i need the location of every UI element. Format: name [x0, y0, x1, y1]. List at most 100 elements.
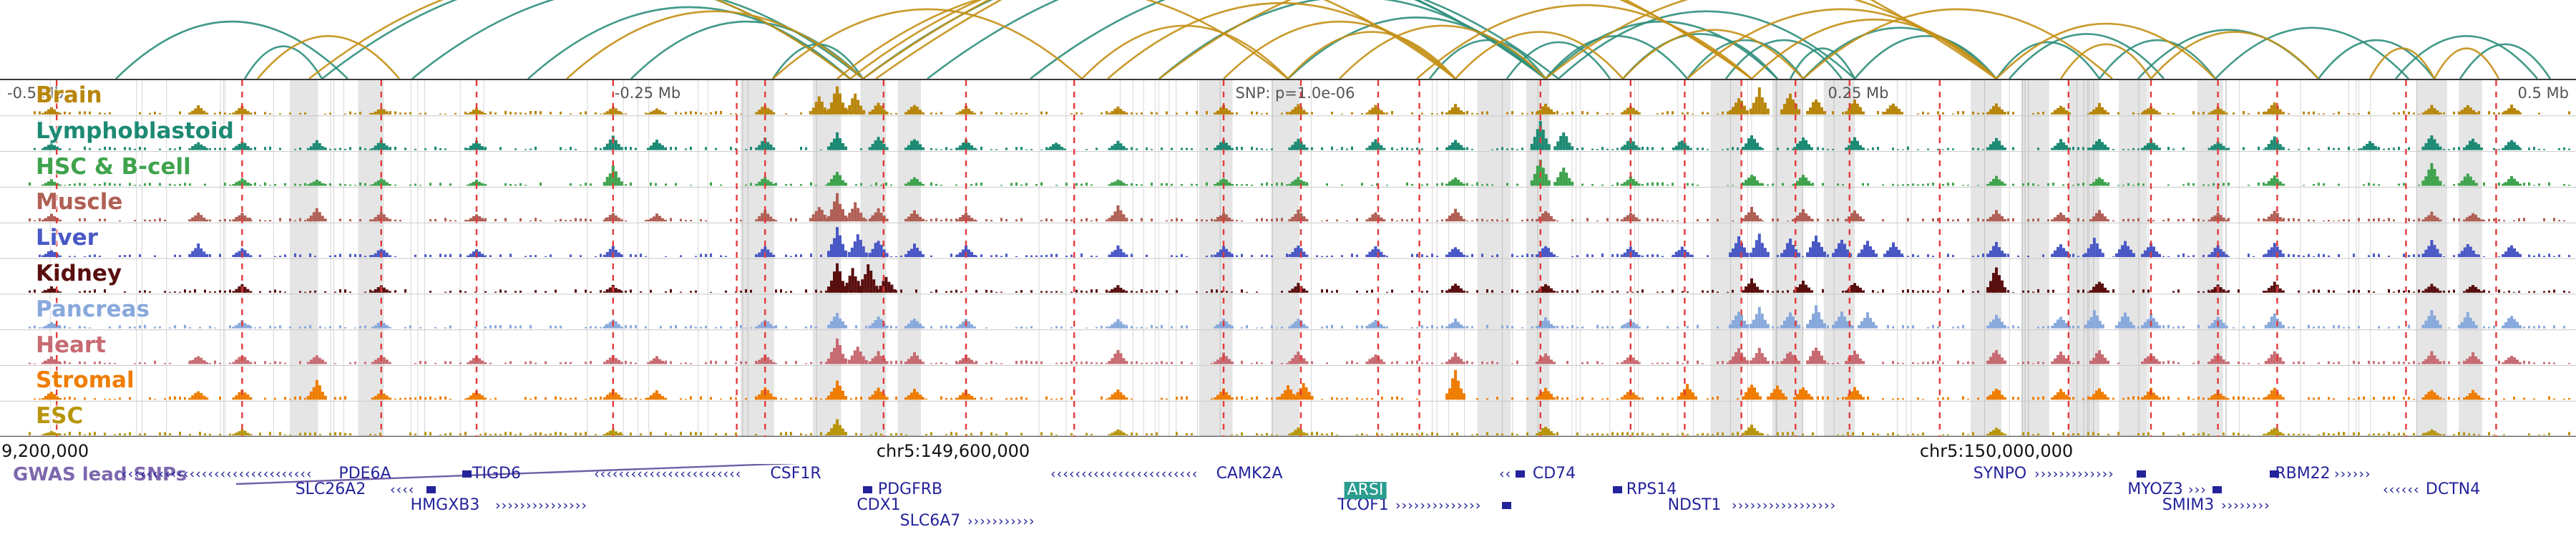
signal-track-brain[interactable] — [34, 86, 2570, 115]
interaction-arc[interactable] — [2368, 47, 2436, 79]
interaction-arc[interactable] — [1158, 0, 1546, 79]
gene-label-dctn4[interactable]: DCTN4 — [2425, 480, 2481, 498]
signal-tracks-panel[interactable]: -0.5 Mb -0.25 Mb SNP: p=1.0e-06 0.25 Mb … — [0, 79, 2576, 437]
interaction-arc[interactable] — [1081, 24, 1289, 79]
track-label-lymphoblastoid[interactable]: Lymphoblastoid — [36, 117, 234, 144]
interaction-arc[interactable] — [1789, 47, 1856, 79]
interaction-arc[interactable] — [1287, 31, 1456, 79]
gene-exon-box — [462, 470, 472, 478]
track-label-stromal[interactable]: Stromal — [36, 367, 135, 394]
interaction-arc[interactable] — [2459, 43, 2552, 79]
track-label-liver[interactable]: Liver — [36, 225, 98, 251]
gene-label-tigd6[interactable]: TIGD6 — [472, 465, 521, 483]
interaction-arc[interactable] — [2394, 35, 2539, 79]
track-label-esc[interactable]: ESC — [36, 403, 84, 430]
gene-label-ndst1[interactable]: NDST1 — [1667, 496, 1722, 514]
interaction-arc[interactable] — [527, 6, 851, 79]
interaction-arc[interactable] — [1223, 21, 1456, 79]
gene-strand-arrows: ››› — [2188, 483, 2207, 497]
interaction-arc[interactable] — [2317, 39, 2436, 79]
gene-label-rbm22[interactable]: RBM22 — [2275, 465, 2331, 483]
interaction-arc[interactable] — [772, 8, 1083, 79]
interaction-arc[interactable] — [566, 10, 864, 79]
gene-label-smim3[interactable]: SMIM3 — [2162, 496, 2215, 514]
gene-label-cdx1[interactable]: CDX1 — [857, 496, 901, 514]
interaction-arc[interactable] — [1558, 10, 1855, 79]
interaction-arc[interactable] — [862, 0, 1752, 79]
interaction-arc[interactable] — [256, 35, 401, 79]
gene-label-csf1r[interactable]: CSF1R — [770, 465, 821, 483]
gene-exon-box — [1516, 470, 1525, 478]
gene-label-pdgfrb[interactable]: PDGFRB — [877, 480, 943, 498]
signal-track-lymphoblastoid[interactable] — [34, 120, 2570, 150]
gene-annotation-track[interactable]: GWAS lead SNPs ‹‹‹‹‹‹‹‹‹‹‹‹‹‹‹‹‹‹‹‹‹‹‹‹‹… — [0, 464, 2576, 537]
gene-label-synpo[interactable]: SYNPO — [1973, 465, 2027, 483]
gene-exon-box — [1502, 502, 1511, 509]
interaction-arc[interactable] — [1107, 2, 1456, 79]
interaction-arc[interactable] — [1686, 39, 1805, 79]
gene-label-myoz3[interactable]: MYOZ3 — [2127, 480, 2183, 498]
interaction-arc[interactable] — [2009, 33, 2165, 79]
interaction-arc[interactable] — [1506, 41, 1611, 79]
signal-track-pancreas[interactable] — [29, 305, 2565, 329]
gene-strand-arrows: ‹‹‹‹‹‹‹‹‹‹‹‹‹‹‹‹‹‹‹‹‹‹‹‹ — [594, 468, 742, 481]
interaction-arc[interactable] — [1995, 41, 2101, 79]
gene-label-tcof1[interactable]: TCOF1 — [1337, 496, 1389, 514]
signal-track-stromal[interactable] — [34, 369, 2570, 400]
interaction-arc[interactable] — [2150, 31, 2319, 79]
signal-track-liver[interactable] — [39, 227, 2570, 257]
coordinate-ruler: 9,200,000 chr5:149,600,000 chr5:150,000,… — [0, 437, 2576, 464]
interaction-arc[interactable] — [1455, 31, 1624, 79]
interaction-arc[interactable] — [1724, 39, 1843, 79]
interaction-arc[interactable] — [771, 43, 864, 79]
gene-exon-box — [2270, 470, 2279, 478]
coordinate-left: 9,200,000 — [1, 441, 89, 461]
signal-track-heart[interactable] — [29, 338, 2570, 364]
interaction-arc[interactable] — [115, 21, 348, 79]
interaction-arc[interactable] — [1802, 8, 2113, 79]
gene-strand-arrows: ››››››››››››› — [2034, 468, 2114, 481]
interaction-arc[interactable] — [308, 0, 851, 79]
gene-strand-arrows: ‹‹‹‹‹‹ — [2383, 483, 2420, 497]
gene-strand-arrows: ‹‹‹‹‹‹‹‹‹‹‹‹‹‹‹‹‹‹‹‹‹‹‹‹‹‹‹‹‹‹‹ — [122, 468, 313, 481]
interaction-arc[interactable] — [1339, 24, 1546, 79]
gene-label-slc6a7[interactable]: SLC6A7 — [899, 512, 961, 530]
interaction-arc[interactable] — [1428, 39, 1547, 79]
gene-label-camk2a[interactable]: CAMK2A — [1216, 465, 1283, 483]
track-label-pancreas[interactable]: Pancreas — [36, 296, 150, 322]
interaction-arc[interactable] — [2098, 39, 2217, 79]
gene-label-hmgxb3[interactable]: HMGXB3 — [410, 496, 480, 514]
gene-exon-box — [1613, 486, 1622, 493]
gene-label-slc26a2[interactable]: SLC26A2 — [295, 480, 366, 498]
interaction-arc[interactable] — [243, 45, 323, 79]
gene-strand-arrows: ‹‹‹‹‹‹‹‹‹‹‹‹‹‹‹‹‹‹‹‹‹‹‹‹ — [1050, 468, 1199, 481]
coordinate-right: chr5:150,000,000 — [1919, 441, 2074, 461]
interaction-arc[interactable] — [849, 0, 1456, 79]
track-label-muscle[interactable]: Muscle — [36, 189, 123, 216]
gene-label-cd74[interactable]: CD74 — [1532, 465, 1576, 483]
track-label-heart[interactable]: Heart — [36, 332, 106, 358]
interaction-arc[interactable] — [1287, 16, 1546, 79]
gene-label-arsi[interactable]: ARSI — [1344, 482, 1387, 499]
gene-strand-arrows: ›››››››››››››› — [1395, 499, 1482, 513]
interaction-arc[interactable] — [1751, 19, 1997, 79]
interaction-arc[interactable] — [1622, 29, 1804, 79]
track-label-brain[interactable]: Brain — [36, 82, 102, 108]
track-label-hsc-b-cell[interactable]: HSC & B-cell — [36, 153, 191, 180]
gene-label-pde6a[interactable]: PDE6A — [338, 465, 391, 483]
interaction-arc[interactable] — [2433, 47, 2500, 79]
interaction-arc[interactable] — [2215, 26, 2409, 79]
signal-tracks-canvas[interactable] — [0, 80, 2576, 437]
interaction-arc[interactable] — [1416, 4, 1752, 79]
interaction-arc[interactable] — [1158, 0, 1752, 79]
track-label-kidney[interactable]: Kidney — [36, 261, 122, 286]
gene-label-rps14[interactable]: RPS14 — [1626, 480, 1677, 498]
gene-exon-box — [863, 486, 872, 493]
interaction-arcs-canvas[interactable] — [0, 0, 2576, 79]
interaction-arc[interactable] — [321, 0, 851, 79]
interaction-arc[interactable] — [1996, 22, 2216, 79]
interaction-arc[interactable] — [1853, 35, 1998, 79]
interaction-arc[interactable] — [1030, 0, 1559, 79]
interaction-arc[interactable] — [2059, 43, 2152, 79]
signal-track-esc[interactable] — [29, 419, 2570, 435]
